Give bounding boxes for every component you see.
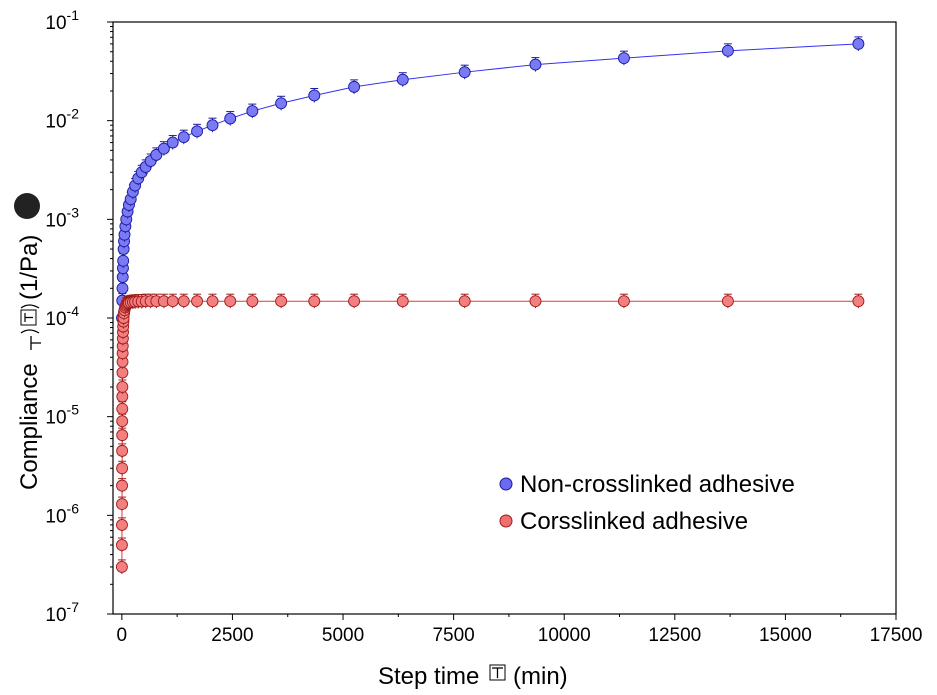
data-point xyxy=(396,295,409,308)
y-tick-label: 10-5 xyxy=(45,402,79,429)
legend-entry-non-crosslinked: Non-crosslinked adhesive xyxy=(499,471,795,498)
compliance-symbol-icon xyxy=(20,304,41,350)
series-0 xyxy=(116,36,865,325)
y-axis-label: Compliance xyxy=(16,363,43,490)
data-point xyxy=(721,295,734,308)
data-point xyxy=(224,295,237,308)
data-point xyxy=(275,97,288,110)
data-point xyxy=(116,479,129,492)
legend-label-crosslinked: Corsslinked adhesive xyxy=(520,508,748,535)
y-tick-label: 10-4 xyxy=(45,303,79,330)
data-point xyxy=(529,295,542,308)
data-point xyxy=(458,295,471,308)
data-point xyxy=(116,282,129,295)
x-tick-label: 10000 xyxy=(538,625,591,646)
data-point xyxy=(157,142,170,155)
data-point xyxy=(721,44,734,57)
data-point xyxy=(116,429,129,442)
data-point xyxy=(116,462,129,475)
data-point xyxy=(852,37,865,50)
y-tick-exponent: -4 xyxy=(67,303,80,319)
legend-marker-red xyxy=(499,514,513,528)
y-tick-label: 10-6 xyxy=(45,500,79,527)
data-point xyxy=(177,131,190,144)
data-point xyxy=(166,136,179,149)
data-point xyxy=(617,52,630,65)
data-point xyxy=(458,66,471,79)
data-point xyxy=(275,295,288,308)
y-tick-exponent: -1 xyxy=(67,7,80,23)
data-point xyxy=(246,105,259,118)
data-point xyxy=(396,73,409,86)
x-axis-label: Step time xyxy=(378,663,479,690)
data-point xyxy=(617,295,630,308)
y-tick-exponent: -6 xyxy=(67,500,80,516)
data-point xyxy=(246,295,259,308)
data-point xyxy=(117,254,130,267)
y-tick-label: 10-2 xyxy=(45,106,79,133)
data-point xyxy=(852,295,865,308)
legend-label-non-crosslinked: Non-crosslinked adhesive xyxy=(520,471,795,498)
y-tick-exponent: -3 xyxy=(67,204,80,220)
data-point xyxy=(177,295,190,308)
x-tick-label: 2500 xyxy=(211,625,253,646)
data-point xyxy=(308,89,321,102)
y-axis-unit: (1/Pa) xyxy=(16,235,43,300)
x-tick-label: 17500 xyxy=(870,625,923,646)
legend-entry-crosslinked: Corsslinked adhesive xyxy=(499,508,748,535)
tau-symbol-icon xyxy=(489,664,506,681)
data-point xyxy=(206,295,219,308)
x-tick-label: 7500 xyxy=(432,625,474,646)
data-point xyxy=(116,498,128,511)
data-point xyxy=(166,295,179,308)
series-line xyxy=(121,43,859,319)
series-1 xyxy=(115,293,865,574)
ticks-layer: 0 2500 5000 7500 10000 12500 15000 17500 10-7 10-… xyxy=(45,7,922,646)
data-point xyxy=(116,518,128,531)
data-point xyxy=(115,560,128,573)
data-point xyxy=(206,119,219,132)
data-point xyxy=(191,125,204,138)
data-point xyxy=(116,402,129,415)
x-tick-label: 12500 xyxy=(648,625,701,646)
data-point xyxy=(115,539,128,551)
series-layer xyxy=(115,36,865,574)
x-tick-label: 0 xyxy=(117,625,128,646)
y-tick-label: 10-3 xyxy=(45,204,79,231)
y-axis-title: Compliance (1/Pa) xyxy=(14,193,43,490)
data-point xyxy=(191,295,204,308)
data-point xyxy=(308,295,321,308)
legend-marker-blue xyxy=(499,477,513,491)
x-axis-unit: (min) xyxy=(513,663,568,690)
y-tick-exponent: -7 xyxy=(67,599,80,615)
x-tick-label: 15000 xyxy=(759,625,812,646)
y-tick-label: 10-1 xyxy=(45,7,79,34)
y-tick-exponent: -2 xyxy=(67,106,80,122)
x-axis-title: Step time (min) xyxy=(378,663,568,690)
black-circle-icon xyxy=(14,193,40,219)
data-point xyxy=(116,415,129,428)
data-point xyxy=(529,58,542,71)
legend: Non-crosslinked adhesive Corsslinked adh… xyxy=(499,471,795,535)
data-point xyxy=(348,80,361,93)
data-point xyxy=(116,444,129,457)
y-tick-exponent: -5 xyxy=(67,402,80,418)
data-point xyxy=(116,381,129,393)
data-point xyxy=(348,295,361,308)
x-tick-label: 5000 xyxy=(322,625,364,646)
y-tick-label: 10-7 xyxy=(45,599,79,626)
data-point xyxy=(224,112,237,125)
